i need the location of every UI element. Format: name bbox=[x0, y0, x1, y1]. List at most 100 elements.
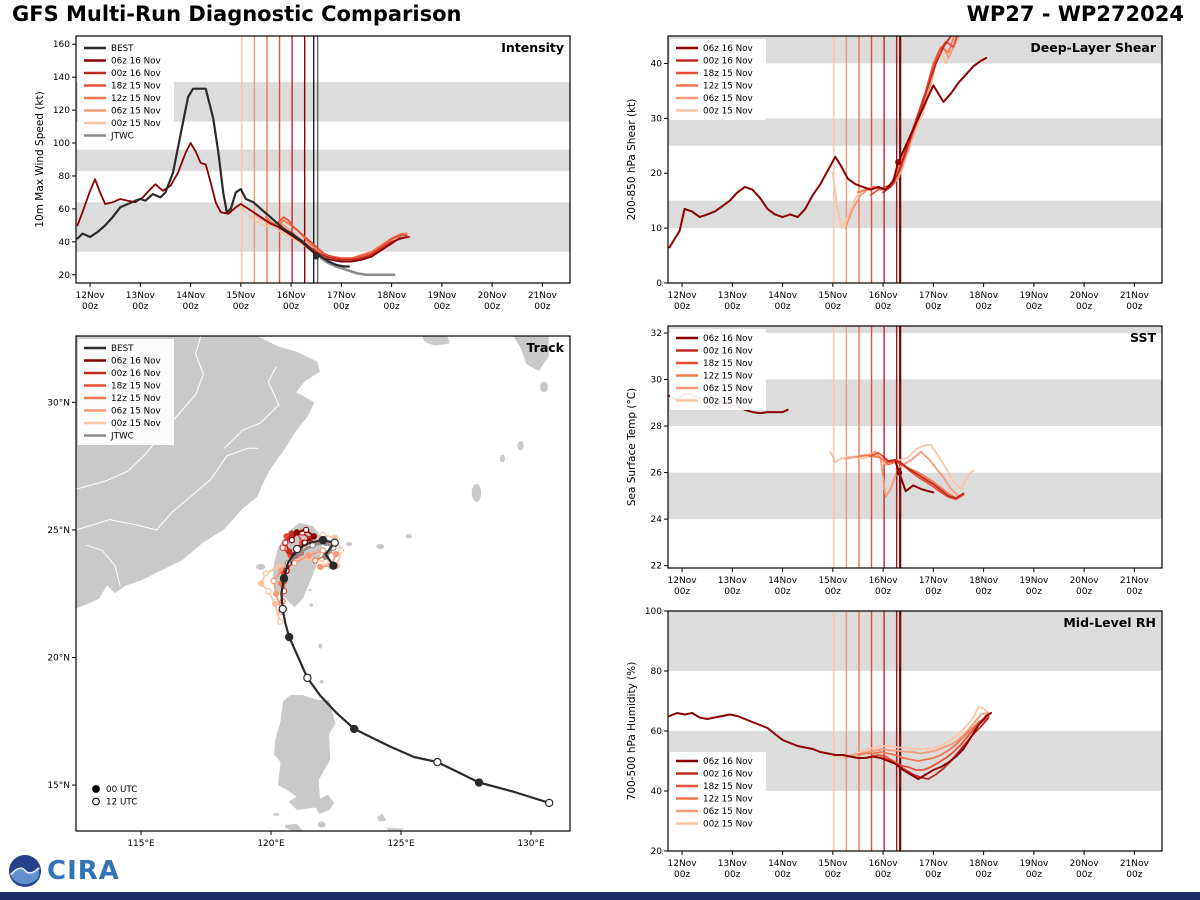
svg-text:18z 15 Nov: 18z 15 Nov bbox=[703, 782, 753, 792]
svg-text:18z 15 Nov: 18z 15 Nov bbox=[111, 382, 161, 392]
svg-text:22: 22 bbox=[651, 562, 662, 572]
svg-text:06z 15 Nov: 06z 15 Nov bbox=[111, 407, 161, 417]
svg-text:125°E: 125°E bbox=[387, 839, 415, 849]
storm-id: WP27 - WP272024 bbox=[966, 2, 1184, 26]
svg-text:12Nov: 12Nov bbox=[668, 576, 698, 586]
svg-text:00z: 00z bbox=[1126, 587, 1142, 597]
svg-text:18Nov: 18Nov bbox=[969, 576, 999, 586]
svg-text:00z: 00z bbox=[875, 870, 891, 880]
track-map: 15°N 20°N 25°N 30°N 115°E 120°E 125°E 130°E Trac… bbox=[47, 335, 571, 849]
svg-text:19Nov: 19Nov bbox=[1019, 291, 1049, 301]
svg-text:16Nov: 16Nov bbox=[869, 576, 899, 586]
svg-text:06z 15 Nov: 06z 15 Nov bbox=[111, 107, 161, 117]
svg-text:18Nov: 18Nov bbox=[969, 859, 999, 869]
svg-text:60: 60 bbox=[59, 205, 71, 215]
svg-text:00z: 00z bbox=[976, 302, 992, 312]
svg-text:00z: 00z bbox=[976, 587, 992, 597]
svg-text:18Nov: 18Nov bbox=[377, 291, 407, 301]
svg-text:Deep-Layer Shear: Deep-Layer Shear bbox=[1030, 40, 1156, 55]
svg-text:80: 80 bbox=[651, 667, 663, 677]
svg-text:00z: 00z bbox=[925, 302, 941, 312]
svg-text:00z: 00z bbox=[976, 870, 992, 880]
svg-text:00z 16 Nov: 00z 16 Nov bbox=[703, 347, 753, 357]
svg-text:15Nov: 15Nov bbox=[818, 291, 848, 301]
svg-text:00z: 00z bbox=[674, 587, 690, 597]
svg-text:06z 16 Nov: 06z 16 Nov bbox=[703, 757, 753, 767]
svg-text:30: 30 bbox=[651, 114, 663, 124]
svg-text:00z: 00z bbox=[825, 587, 841, 597]
svg-text:00z: 00z bbox=[925, 587, 941, 597]
svg-text:18z 15 Nov: 18z 15 Nov bbox=[111, 82, 161, 92]
svg-text:18z 15 Nov: 18z 15 Nov bbox=[703, 359, 753, 369]
svg-text:21Nov: 21Nov bbox=[528, 291, 558, 301]
svg-text:06z 15 Nov: 06z 15 Nov bbox=[703, 807, 753, 817]
svg-text:18Nov: 18Nov bbox=[969, 291, 999, 301]
svg-text:12Nov: 12Nov bbox=[668, 859, 698, 869]
svg-text:Intensity: Intensity bbox=[501, 40, 564, 55]
svg-text:20: 20 bbox=[651, 169, 663, 179]
svg-text:12z 15 Nov: 12z 15 Nov bbox=[703, 372, 753, 382]
svg-text:14Nov: 14Nov bbox=[176, 291, 206, 301]
svg-text:00z 15 Nov: 00z 15 Nov bbox=[703, 820, 753, 830]
svg-text:00z 15 Nov: 00z 15 Nov bbox=[111, 419, 161, 429]
svg-text:JTWC: JTWC bbox=[110, 132, 134, 142]
svg-text:12Nov: 12Nov bbox=[668, 291, 698, 301]
svg-text:00z 15 Nov: 00z 15 Nov bbox=[703, 397, 753, 407]
svg-text:00z: 00z bbox=[875, 587, 891, 597]
svg-text:06z 16 Nov: 06z 16 Nov bbox=[111, 357, 161, 367]
svg-text:17Nov: 17Nov bbox=[327, 291, 357, 301]
svg-text:00z: 00z bbox=[875, 302, 891, 312]
svg-text:12z 15 Nov: 12z 15 Nov bbox=[111, 394, 161, 404]
shear-chart: 01020304012Nov00z13Nov00z14Nov00z15Nov00… bbox=[626, 35, 1163, 312]
svg-text:00z: 00z bbox=[1026, 587, 1042, 597]
svg-text:00z: 00z bbox=[1026, 870, 1042, 880]
svg-text:00z: 00z bbox=[484, 302, 500, 312]
svg-text:10m Max Wind Speed (kt): 10m Max Wind Speed (kt) bbox=[34, 91, 46, 227]
svg-text:40: 40 bbox=[651, 787, 663, 797]
svg-text:24: 24 bbox=[651, 515, 663, 525]
svg-text:00z: 00z bbox=[774, 870, 790, 880]
svg-text:120°E: 120°E bbox=[257, 839, 285, 849]
cira-logo: CIRA bbox=[47, 856, 120, 886]
svg-text:16Nov: 16Nov bbox=[869, 291, 899, 301]
page-title: GFS Multi-Run Diagnostic Comparison bbox=[12, 2, 462, 26]
svg-text:21Nov: 21Nov bbox=[1120, 859, 1150, 869]
svg-text:20Nov: 20Nov bbox=[1070, 859, 1100, 869]
svg-text:Mid-Level RH: Mid-Level RH bbox=[1063, 615, 1156, 630]
svg-text:00z: 00z bbox=[82, 302, 98, 312]
svg-text:19Nov: 19Nov bbox=[1019, 576, 1049, 586]
svg-text:06z 15 Nov: 06z 15 Nov bbox=[703, 94, 753, 104]
svg-text:16Nov: 16Nov bbox=[869, 859, 899, 869]
noaa-logo bbox=[9, 855, 41, 887]
svg-text:20: 20 bbox=[59, 271, 71, 281]
svg-text:00z: 00z bbox=[825, 870, 841, 880]
svg-text:00z: 00z bbox=[233, 302, 249, 312]
svg-text:00z 16 Nov: 00z 16 Nov bbox=[111, 69, 161, 79]
svg-text:06z 16 Nov: 06z 16 Nov bbox=[111, 57, 161, 67]
svg-text:140: 140 bbox=[53, 73, 70, 83]
svg-text:00z: 00z bbox=[774, 302, 790, 312]
svg-text:BEST: BEST bbox=[111, 344, 134, 354]
svg-text:00z: 00z bbox=[674, 870, 690, 880]
svg-text:200-850 hPa Shear (kt): 200-850 hPa Shear (kt) bbox=[626, 99, 638, 221]
svg-text:26: 26 bbox=[651, 469, 663, 479]
svg-text:130°E: 130°E bbox=[517, 839, 545, 849]
svg-text:18z 15 Nov: 18z 15 Nov bbox=[703, 69, 753, 79]
svg-text:80: 80 bbox=[59, 172, 71, 182]
svg-text:JTWC: JTWC bbox=[110, 432, 134, 442]
svg-text:14Nov: 14Nov bbox=[768, 576, 798, 586]
svg-text:00z: 00z bbox=[774, 587, 790, 597]
svg-text:20Nov: 20Nov bbox=[478, 291, 508, 301]
svg-text:00z: 00z bbox=[1076, 587, 1092, 597]
svg-text:19Nov: 19Nov bbox=[1019, 859, 1049, 869]
svg-text:00z: 00z bbox=[724, 587, 740, 597]
svg-text:20°N: 20°N bbox=[47, 653, 70, 663]
svg-text:17Nov: 17Nov bbox=[919, 576, 949, 586]
sst-chart: 22242628303212Nov00z13Nov00z14Nov00z15No… bbox=[626, 325, 1163, 597]
svg-text:17Nov: 17Nov bbox=[919, 291, 949, 301]
svg-text:00z: 00z bbox=[1126, 870, 1142, 880]
svg-text:00z: 00z bbox=[1026, 302, 1042, 312]
svg-text:120: 120 bbox=[53, 106, 70, 116]
svg-text:28: 28 bbox=[651, 422, 663, 432]
